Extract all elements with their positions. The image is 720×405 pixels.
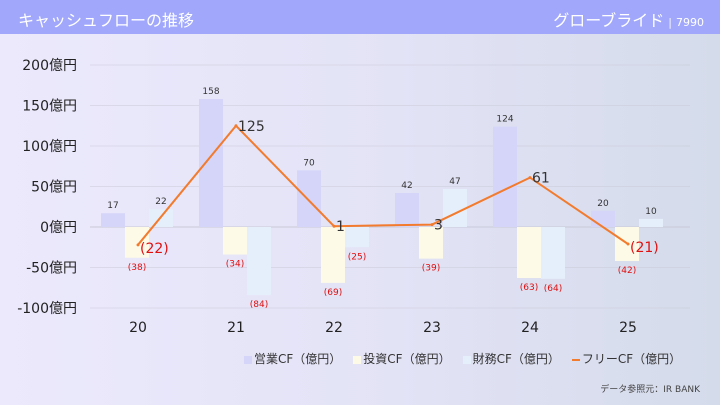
line-free-cf <box>137 124 629 246</box>
legend-swatch <box>244 355 252 364</box>
stock-code: 7990 <box>676 16 704 29</box>
data-label: (84) <box>250 300 268 310</box>
legend-item-financing: 財務CF（億円） <box>462 350 560 367</box>
bar-investing <box>517 227 541 279</box>
bar-financing <box>639 218 663 227</box>
y-tick-label: -50億円 <box>26 261 77 277</box>
bar-operating <box>395 192 419 227</box>
y-tick-label: 150億円 <box>22 99 77 115</box>
bar-investing <box>223 227 247 255</box>
legend-swatch <box>353 355 362 364</box>
bar-operating <box>591 210 615 227</box>
data-label: (38) <box>128 263 146 273</box>
x-tick-label: 22 <box>325 320 343 336</box>
data-source: データ参照元：IR BANK <box>600 385 700 395</box>
header-bar: キャッシュフローの推移 グローブライド | 7990 <box>0 0 720 34</box>
legend: 営業CF（億円） 投資CF（億円） 財務CF（億円） フリーCF（億円） <box>244 350 681 367</box>
legend-line <box>571 358 580 361</box>
bar-financing <box>541 227 565 279</box>
data-label: (69) <box>324 288 342 298</box>
data-label: 42 <box>401 181 412 191</box>
bar-investing <box>321 227 345 283</box>
data-label: (64) <box>544 284 562 294</box>
free-cf-label: 1 <box>336 219 345 235</box>
data-label: (25) <box>348 252 366 262</box>
legend-item-free: フリーCF（億円） <box>571 350 682 367</box>
x-tick-label: 24 <box>521 320 539 336</box>
bar-operating <box>493 126 517 227</box>
data-label: 158 <box>202 87 219 97</box>
legend-swatch <box>462 355 471 364</box>
legend-label: 財務CF（億円） <box>472 352 560 366</box>
x-tick-label: 25 <box>619 320 637 336</box>
point-free-cf <box>626 242 630 246</box>
data-label: 47 <box>449 177 460 187</box>
data-label: 20 <box>597 199 609 209</box>
page-title: キャッシュフローの推移 <box>18 11 195 30</box>
legend-item-investing: 投資CF（億円） <box>353 350 451 367</box>
bar-operating <box>101 213 125 227</box>
data-label: (34) <box>226 260 244 270</box>
point-free-cf <box>332 224 336 228</box>
free-cf-label: (22) <box>140 241 169 257</box>
legend-label: フリーCF（億円） <box>581 352 682 366</box>
company-info: グローブライド | 7990 <box>553 7 704 31</box>
free-cf-label: 125 <box>238 119 265 135</box>
y-tick-label: 50億円 <box>31 180 77 196</box>
bar-financing <box>247 227 271 296</box>
company-name: グローブライド <box>553 11 665 30</box>
y-tick-label: 200億円 <box>22 58 77 74</box>
data-label: 22 <box>155 197 166 207</box>
data-label: 17 <box>107 201 118 211</box>
y-tick-label: -100億円 <box>17 301 77 317</box>
point-free-cf <box>430 223 434 227</box>
x-tick-label: 20 <box>129 320 147 336</box>
data-label: (63) <box>520 283 538 293</box>
data-label: (39) <box>422 264 440 274</box>
bar-investing <box>125 227 149 258</box>
data-label: (42) <box>618 266 636 276</box>
y-tick-label: 100億円 <box>22 139 77 155</box>
legend-label: 投資CF（億円） <box>363 352 451 366</box>
data-label: 124 <box>496 115 513 125</box>
bar-financing <box>443 188 467 227</box>
y-tick-label: 0億円 <box>40 220 77 236</box>
free-cf-label: (21) <box>630 240 659 256</box>
bar-operating <box>297 170 321 227</box>
point-free-cf <box>528 176 532 180</box>
legend-item-operating: 営業CF（億円） <box>244 350 341 367</box>
bar-investing <box>419 227 443 259</box>
bar-financing <box>345 227 369 248</box>
point-free-cf <box>234 124 238 128</box>
data-label: 10 <box>645 207 657 217</box>
data-label: 70 <box>303 158 315 168</box>
free-cf-label: 3 <box>434 218 443 234</box>
x-tick-label: 21 <box>227 320 245 336</box>
point-free-cf <box>136 243 140 247</box>
x-tick-label: 23 <box>423 320 441 336</box>
free-cf-label: 61 <box>532 171 550 187</box>
separator: | <box>668 16 672 29</box>
legend-label: 営業CF（億円） <box>254 352 342 366</box>
bar-operating <box>199 99 223 227</box>
